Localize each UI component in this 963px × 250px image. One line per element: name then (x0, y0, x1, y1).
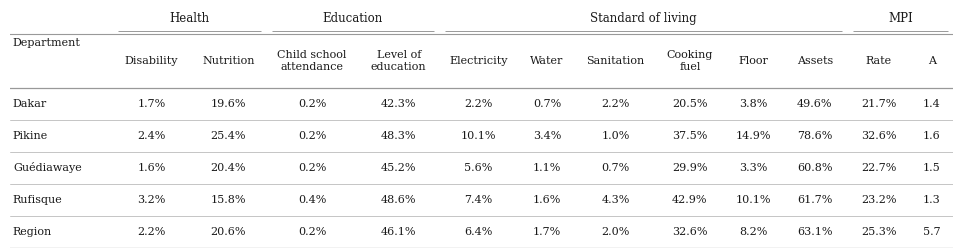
Text: 2.0%: 2.0% (602, 226, 630, 236)
Text: Standard of living: Standard of living (590, 12, 696, 25)
Text: 0.7%: 0.7% (602, 163, 630, 173)
Text: Electricity: Electricity (449, 56, 508, 66)
Text: 0.2%: 0.2% (298, 131, 326, 141)
Text: 0.2%: 0.2% (298, 226, 326, 236)
Text: Level of
education: Level of education (371, 50, 427, 72)
Text: Water: Water (531, 56, 563, 66)
Text: Pikine: Pikine (13, 131, 48, 141)
Text: 0.7%: 0.7% (533, 99, 561, 109)
Text: 3.4%: 3.4% (533, 131, 561, 141)
Text: 48.3%: 48.3% (381, 131, 416, 141)
Text: 8.2%: 8.2% (740, 226, 768, 236)
Text: 7.4%: 7.4% (464, 195, 492, 205)
Text: Health: Health (169, 12, 209, 25)
Text: 19.6%: 19.6% (211, 99, 246, 109)
Text: 2.2%: 2.2% (602, 99, 630, 109)
Text: 37.5%: 37.5% (672, 131, 708, 141)
Text: 1.1%: 1.1% (533, 163, 561, 173)
Text: Rate: Rate (866, 56, 892, 66)
Text: Disability: Disability (124, 56, 178, 66)
Text: 10.1%: 10.1% (460, 131, 496, 141)
Text: 20.4%: 20.4% (211, 163, 246, 173)
Text: 0.2%: 0.2% (298, 163, 326, 173)
Text: Assets: Assets (796, 56, 833, 66)
Text: Department: Department (13, 38, 81, 48)
Text: 63.1%: 63.1% (797, 226, 833, 236)
Text: 3.2%: 3.2% (137, 195, 166, 205)
Text: 20.6%: 20.6% (211, 226, 246, 236)
Text: 48.6%: 48.6% (381, 195, 416, 205)
Text: 2.4%: 2.4% (137, 131, 166, 141)
Text: 3.3%: 3.3% (740, 163, 768, 173)
Text: 1.3: 1.3 (923, 195, 941, 205)
Text: 1.6%: 1.6% (533, 195, 561, 205)
Text: 78.6%: 78.6% (797, 131, 833, 141)
Text: 10.1%: 10.1% (736, 195, 771, 205)
Text: 4.3%: 4.3% (602, 195, 630, 205)
Text: 45.2%: 45.2% (381, 163, 416, 173)
Text: Cooking
fuel: Cooking fuel (666, 50, 713, 72)
Text: 1.0%: 1.0% (602, 131, 630, 141)
Text: Rufisque: Rufisque (13, 195, 63, 205)
Text: 5.6%: 5.6% (464, 163, 492, 173)
Text: A: A (927, 56, 936, 66)
Text: 15.8%: 15.8% (211, 195, 246, 205)
Text: 46.1%: 46.1% (381, 226, 416, 236)
Text: Sanitation: Sanitation (586, 56, 645, 66)
Text: 42.3%: 42.3% (381, 99, 416, 109)
Text: 49.6%: 49.6% (797, 99, 833, 109)
Text: 22.7%: 22.7% (861, 163, 897, 173)
Text: 6.4%: 6.4% (464, 226, 492, 236)
Text: 20.5%: 20.5% (672, 99, 708, 109)
Text: 1.5: 1.5 (923, 163, 941, 173)
Text: 25.3%: 25.3% (861, 226, 897, 236)
Text: 14.9%: 14.9% (736, 131, 771, 141)
Text: 60.8%: 60.8% (797, 163, 833, 173)
Text: Floor: Floor (739, 56, 768, 66)
Text: 25.4%: 25.4% (211, 131, 246, 141)
Text: 2.2%: 2.2% (137, 226, 166, 236)
Text: 1.7%: 1.7% (533, 226, 561, 236)
Text: 42.9%: 42.9% (672, 195, 708, 205)
Text: 1.6%: 1.6% (137, 163, 166, 173)
Text: Nutrition: Nutrition (202, 56, 254, 66)
Text: 0.2%: 0.2% (298, 99, 326, 109)
Text: 32.6%: 32.6% (861, 131, 897, 141)
Text: 2.2%: 2.2% (464, 99, 492, 109)
Text: 5.7: 5.7 (923, 226, 941, 236)
Text: 23.2%: 23.2% (861, 195, 897, 205)
Text: 32.6%: 32.6% (672, 226, 708, 236)
Text: Child school
attendance: Child school attendance (277, 50, 347, 72)
Text: 1.4: 1.4 (923, 99, 941, 109)
Text: Education: Education (323, 12, 383, 25)
Text: MPI: MPI (888, 12, 913, 25)
Text: 1.6: 1.6 (923, 131, 941, 141)
Text: Dakar: Dakar (13, 99, 47, 109)
Text: Guédiawaye: Guédiawaye (13, 162, 82, 173)
Text: Region: Region (13, 226, 52, 236)
Text: 3.8%: 3.8% (740, 99, 768, 109)
Text: 1.7%: 1.7% (138, 99, 166, 109)
Text: 0.4%: 0.4% (298, 195, 326, 205)
Text: 29.9%: 29.9% (672, 163, 708, 173)
Text: 21.7%: 21.7% (861, 99, 897, 109)
Text: 61.7%: 61.7% (797, 195, 833, 205)
